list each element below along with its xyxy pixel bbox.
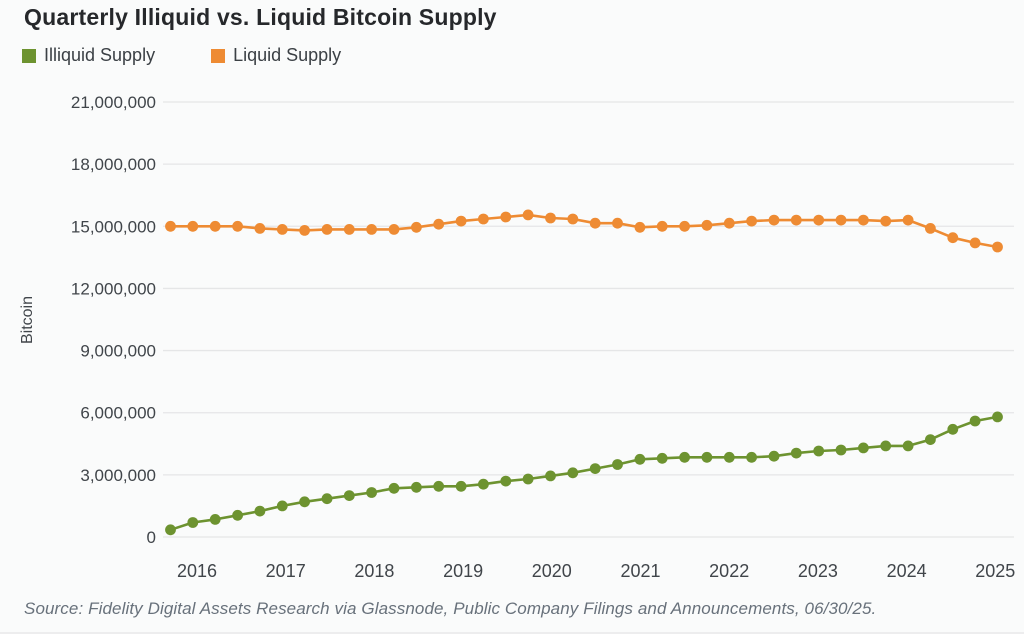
- y-tick-label: 6,000,000: [80, 404, 156, 423]
- y-tick-label: 9,000,000: [80, 342, 156, 361]
- x-tick-label: 2016: [177, 561, 217, 581]
- chart-legend: Illiquid Supply Liquid Supply: [22, 45, 397, 66]
- y-tick-label: 0: [147, 528, 156, 547]
- y-tick-label: 18,000,000: [71, 155, 156, 174]
- legend-swatch-illiquid: [22, 48, 36, 63]
- y-tick-label: 15,000,000: [71, 217, 156, 236]
- y-tick-label: 3,000,000: [80, 466, 156, 485]
- y-tick-label: 21,000,000: [71, 93, 156, 112]
- chart-title: Quarterly Illiquid vs. Liquid Bitcoin Su…: [24, 4, 497, 30]
- legend-label-illiquid: Illiquid Supply: [44, 45, 156, 65]
- x-tick-label: 2018: [354, 561, 394, 581]
- legend-swatch-liquid: [211, 48, 226, 63]
- legend-item-illiquid: Illiquid Supply: [22, 45, 155, 66]
- x-tick-label: 2024: [887, 561, 927, 581]
- x-tick-label: 2025: [975, 561, 1015, 581]
- y-tick-label: 12,000,000: [71, 279, 156, 298]
- x-tick-label: 2017: [266, 561, 306, 581]
- x-tick-label: 2020: [532, 561, 572, 581]
- y-axis-title: Bitcoin: [19, 296, 36, 344]
- x-tick-label: 2019: [443, 561, 483, 581]
- legend-label-liquid: Liquid Supply: [233, 45, 342, 65]
- x-tick-label: 2022: [709, 561, 749, 581]
- x-tick-label: 2021: [620, 561, 660, 581]
- source-note: Source: Fidelity Digital Assets Research…: [24, 599, 877, 618]
- legend-item-liquid: Liquid Supply: [211, 45, 341, 66]
- x-tick-label: 2023: [798, 561, 838, 581]
